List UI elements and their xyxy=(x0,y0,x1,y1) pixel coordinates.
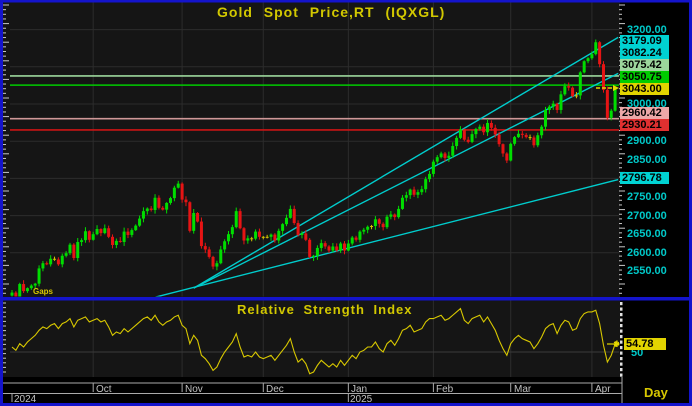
rsi-title: Relative Strength Index xyxy=(237,302,413,317)
price-tag-support: 2930.21 xyxy=(620,119,669,131)
candlesticks xyxy=(10,39,617,297)
month-label: Oct xyxy=(96,384,112,395)
trendlines xyxy=(154,36,619,297)
price-tag-support: 2960.42 xyxy=(620,107,669,119)
price-tag-last-price: 3043.00 xyxy=(620,83,669,95)
last-price-marker xyxy=(596,85,619,92)
price-axis-tick: 2700.00 xyxy=(627,210,667,222)
year-label-2025: 2025 xyxy=(350,394,373,405)
month-label: Feb xyxy=(436,384,454,395)
axis-ticks xyxy=(3,4,625,377)
month-label: Apr xyxy=(595,384,611,395)
rsi-fifty-tick: 50 xyxy=(631,347,644,359)
rsi-panel[interactable] xyxy=(3,300,620,377)
chart-title: Gold Spot Price,RT (IQXGL) xyxy=(217,4,446,20)
gridlines xyxy=(10,2,619,377)
price-axis-tick: 2750.00 xyxy=(627,191,667,203)
price-axis-tick: 2600.00 xyxy=(627,247,667,259)
price-tag-trendline-value: 2796.78 xyxy=(620,172,669,184)
timeframe-day-button[interactable]: Day xyxy=(644,385,668,400)
main-panel[interactable] xyxy=(3,2,620,297)
price-tag-resistance: 3050.75 xyxy=(620,71,669,83)
price-axis-tick: 2900.00 xyxy=(627,135,667,147)
month-label: Mar xyxy=(514,384,532,395)
year-label-2024: 2024 xyxy=(14,394,37,405)
rsi-value-tag: 54.78 xyxy=(624,338,666,350)
gaps-label: Gaps xyxy=(33,287,54,296)
month-label: Dec xyxy=(266,384,284,395)
price-axis-tick: 2650.00 xyxy=(627,228,667,240)
month-label: Nov xyxy=(185,384,203,395)
price-tag-trendline-value: 3082.24 xyxy=(620,47,669,59)
price-tag-trendline-value: 3179.09 xyxy=(620,35,669,47)
price-axis-tick: 3200.00 xyxy=(627,24,667,36)
time-axis xyxy=(3,377,623,403)
price-level-lines xyxy=(10,75,619,131)
price-axis-tick: 2550.00 xyxy=(627,265,667,277)
month-label: Jan xyxy=(351,384,368,395)
price-tag-resistance: 3075.42 xyxy=(620,59,669,71)
price-axis-tick: 2850.00 xyxy=(627,154,667,166)
